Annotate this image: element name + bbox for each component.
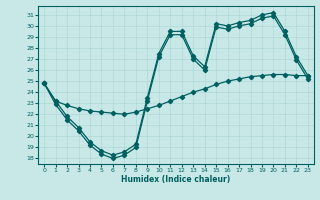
X-axis label: Humidex (Indice chaleur): Humidex (Indice chaleur)	[121, 175, 231, 184]
